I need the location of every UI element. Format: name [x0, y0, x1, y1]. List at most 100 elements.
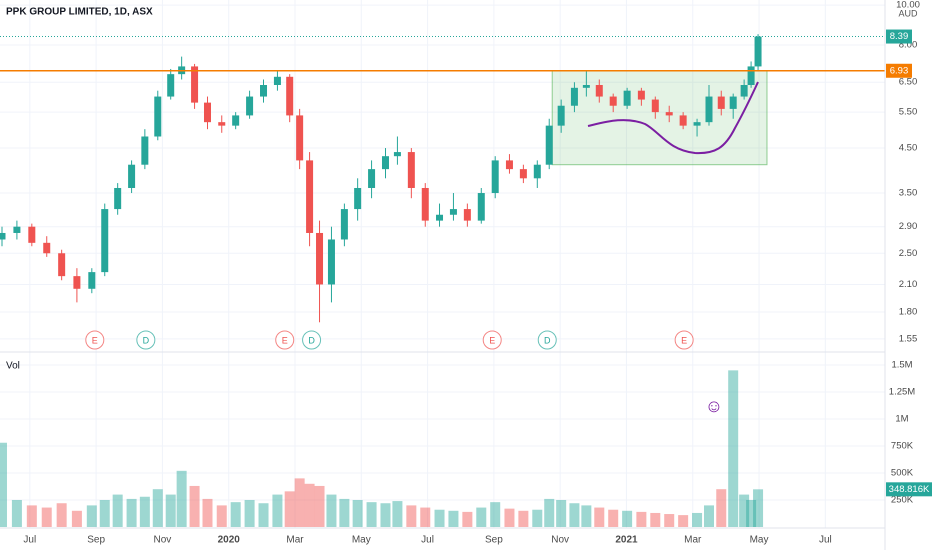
candle-body [191, 66, 199, 103]
volume-bar [692, 512, 703, 527]
x-tick-label: Sep [87, 535, 105, 546]
candle-body [705, 96, 713, 123]
price-label: 6.93 [890, 65, 909, 76]
event-label: D [143, 335, 150, 345]
candle-body [260, 85, 268, 97]
volume-bar [56, 503, 67, 527]
x-tick-label: 2020 [218, 535, 241, 546]
candle-body [0, 232, 6, 240]
volume-bar [716, 489, 727, 527]
candle-body [545, 125, 553, 165]
volume-bar [71, 510, 82, 527]
volume-bar [569, 503, 580, 527]
y-tick-label: 8.00 [899, 40, 918, 51]
volume-bar [294, 478, 305, 527]
volume-bar [678, 515, 689, 527]
candle-body [354, 187, 362, 210]
candle-body [393, 152, 401, 157]
candle-body [88, 272, 96, 289]
candle-body [421, 187, 429, 221]
volume-bar [392, 501, 403, 527]
event-marker [537, 330, 557, 350]
volume-bar [339, 498, 350, 527]
volume-bar [434, 509, 445, 527]
candle-body [679, 115, 687, 126]
candle-body [327, 239, 335, 285]
volume-bar [189, 485, 200, 527]
candle-body [449, 209, 457, 215]
volume-tick-label: 1M [895, 413, 908, 424]
volume-tick-label: 750K [891, 440, 914, 451]
y-tick-label: 1.80 [899, 307, 918, 318]
candle-body [203, 102, 211, 123]
overlays: E D E D E D E ☺ [0, 36, 885, 416]
volume-bar [636, 511, 647, 527]
volume-bar [258, 503, 269, 527]
volume-last-box [886, 482, 932, 497]
volume-bar [99, 499, 110, 527]
volume-bar [230, 502, 241, 527]
x-tick-label: May [352, 535, 371, 546]
y-tick-label: 4.50 [899, 143, 918, 154]
event-label: D [308, 335, 315, 345]
event-marker [482, 330, 502, 350]
volume-bar [476, 507, 487, 527]
volume-bar [462, 511, 473, 527]
y-tick-label: 3.50 [899, 188, 918, 199]
volume-bar [11, 499, 22, 527]
candle-body [273, 76, 281, 86]
candle-body [316, 232, 324, 285]
candle-body [246, 96, 254, 116]
volume-bar [594, 507, 605, 527]
candle-body [141, 136, 149, 165]
x-tick-label: May [750, 535, 769, 546]
event-label: E [92, 335, 98, 345]
volume-bar [86, 505, 97, 527]
price-label-box [886, 29, 912, 44]
candle-body [491, 160, 499, 194]
x-tick-label: Mar [684, 535, 702, 546]
event-marker [136, 330, 156, 350]
event-marker [302, 330, 322, 350]
candle-body [747, 66, 755, 86]
grid [0, 0, 885, 528]
zone-box [551, 70, 768, 166]
candle-body [609, 96, 617, 106]
volume-bar [746, 499, 757, 527]
candle-body [232, 115, 240, 126]
y-tick-label: 1.55 [899, 333, 918, 344]
y-tick-label: 2.50 [899, 248, 918, 259]
volume-bar [420, 507, 431, 527]
volume-tick-label: 1.5M [891, 359, 912, 370]
candle-body [519, 169, 527, 179]
volume-bar [664, 514, 675, 527]
volume-bar [366, 502, 377, 527]
volume-bar [352, 499, 363, 527]
volume-bar [532, 509, 543, 527]
event-label: E [282, 335, 288, 345]
volume-bar [406, 505, 417, 527]
volume-bar [703, 505, 714, 527]
event-marker [85, 330, 105, 350]
volume-bar [216, 505, 227, 527]
candle-body [340, 209, 348, 240]
volume-bar [139, 496, 150, 527]
candle-body [13, 226, 21, 233]
volume-tick-label: 1.25M [889, 386, 915, 397]
volume-bar [753, 489, 764, 527]
volume-tick-label: 500K [891, 468, 914, 479]
price-label-box [886, 63, 912, 78]
y-tick-label: 2.90 [899, 221, 918, 232]
y-tick-label: 2.10 [899, 279, 918, 290]
cup-drawing [587, 81, 759, 155]
volume-bar [490, 502, 501, 527]
zones [551, 70, 768, 166]
volume-bar [448, 510, 459, 527]
volume-bars [0, 370, 764, 527]
price-label: 8.39 [890, 31, 909, 42]
currency-label: AUD [898, 8, 918, 18]
volume-bar [314, 485, 325, 527]
candle-body [114, 187, 122, 210]
candle-body [286, 76, 294, 116]
